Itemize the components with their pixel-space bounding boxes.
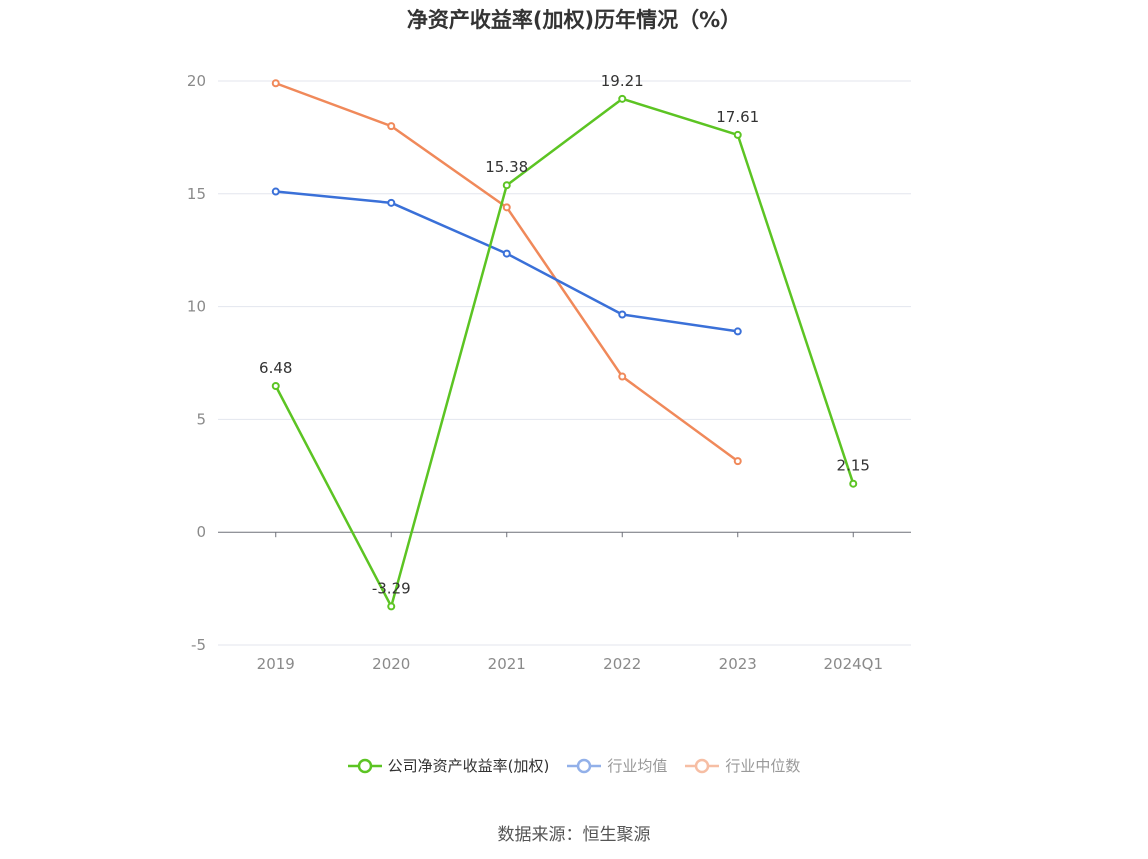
data-point [387,602,396,611]
legend-marker-icon [685,758,720,773]
series-line [274,97,855,608]
data-label: 2.15 [837,457,870,475]
data-label: 17.61 [716,108,759,126]
data-point [733,327,742,336]
y-tick-label: -5 [191,636,206,654]
data-point [271,382,280,391]
data-point [387,122,396,131]
data-label: -3.29 [372,579,411,597]
data-point [618,372,627,381]
x-tick-label: 2020 [372,655,410,673]
line-chart: 20 15 10 5 0 -5 2019 2020 2021 2022 2023 2024Q1 6.4… [187,72,911,673]
grid-lines [218,80,911,646]
x-tick-label: 2022 [603,655,641,673]
y-tick-label: 10 [187,298,206,316]
data-point [271,187,280,196]
data-point [733,130,742,139]
y-tick-label: 15 [187,185,206,203]
legend-label: 公司净资产收益率(加权) [387,757,550,775]
axes: 20 15 10 5 0 -5 2019 2020 2021 2022 2023 2024Q1 [187,72,911,673]
x-tick-label: 2023 [719,655,757,673]
data-label: 6.48 [259,359,292,377]
legend-marker-icon [567,758,602,773]
data-point [849,479,858,488]
series-lines [271,79,858,611]
series-line [275,82,739,463]
legend-label: 行业均值 [607,757,668,775]
data-point [387,198,396,207]
legend: 公司净资产收益率(加权) 行业均值 行业中位数 [0,755,1148,776]
data-label: 19.21 [601,72,644,90]
data-labels: 6.48 -3.29 15.38 19.21 17.61 2.15 [259,72,870,598]
series-line [275,190,738,333]
legend-item[interactable]: 公司净资产收益率(加权) [347,755,550,776]
data-point [502,249,511,258]
chart-title: 净资产收益率(加权)历年情况（%） [406,8,742,32]
legend-item[interactable]: 行业中位数 [685,755,800,776]
data-label: 15.38 [485,158,528,176]
legend-marker-icon [347,758,382,773]
y-tick-label: 0 [196,523,206,541]
data-point [618,94,627,103]
data-point [502,181,511,190]
legend-item[interactable]: 行业均值 [567,755,667,776]
x-tick-label: 2021 [488,655,526,673]
x-tick-label: 2019 [257,655,295,673]
y-tick-label: 5 [196,410,206,428]
source-note: 数据来源：恒生聚源 [497,825,651,845]
x-tick-label: 2024Q1 [823,655,883,673]
y-tick-label: 20 [187,72,206,90]
legend-label: 行业中位数 [725,757,801,775]
data-point [271,79,280,88]
data-point [618,310,627,319]
data-point [502,203,511,212]
data-point [733,457,742,466]
